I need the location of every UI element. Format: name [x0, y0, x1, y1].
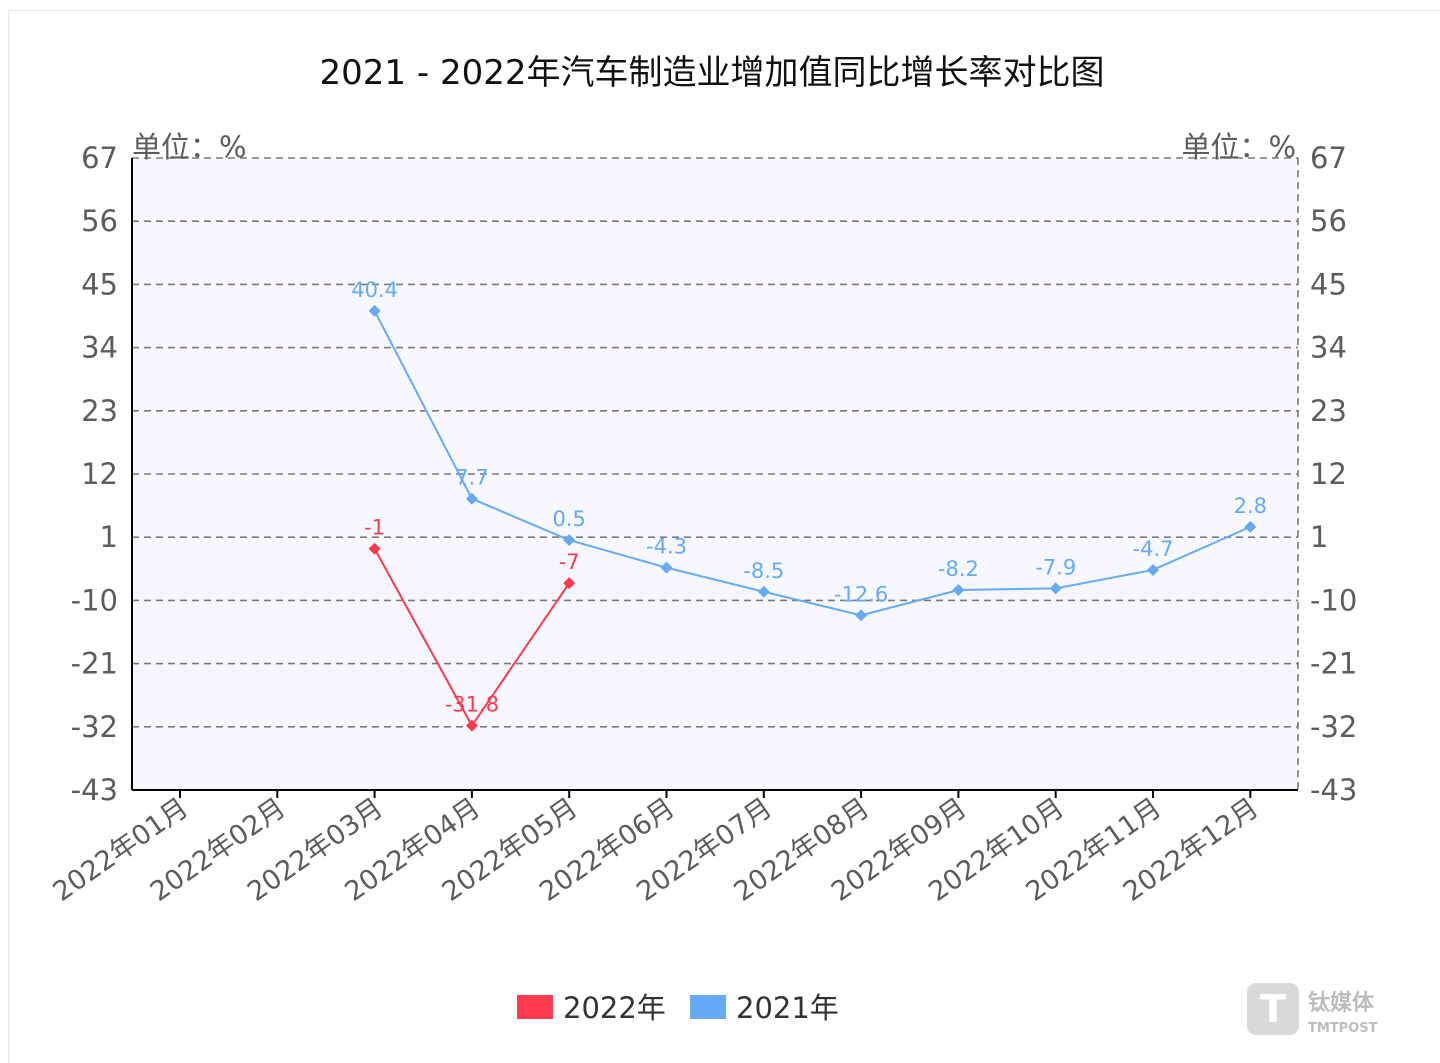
- y-tick-label-left: 23: [81, 394, 118, 428]
- tmtpost-logo-letter: T: [1260, 987, 1286, 1031]
- y-tick-label-right: 12: [1310, 457, 1347, 491]
- y-tick-label-right: -43: [1310, 773, 1357, 807]
- tmtpost-watermark: T 钛媒体 TMTPOST: [1247, 983, 1378, 1036]
- legend-swatch: [517, 995, 553, 1019]
- data-label: 40.4: [351, 278, 398, 302]
- y-tick-label-right: 56: [1310, 204, 1347, 238]
- data-label: -12.6: [834, 582, 888, 606]
- y-tick-label-right: -10: [1310, 583, 1357, 617]
- data-label: -7: [559, 550, 580, 574]
- data-point: [1049, 582, 1062, 595]
- y-tick-label-right: -32: [1310, 710, 1357, 744]
- chart-title: 2021 - 2022年汽车制造业增加值同比增长率对比图: [320, 53, 1105, 93]
- y-tick-label-left: 45: [81, 267, 118, 301]
- y-axis-left-ticks: 67 56 45 34 23 12 1 -10 -21 -32 -43: [71, 141, 118, 807]
- series-lines: -1 -31.8 -7 40.4 7.7 0.5 -4.3 -8.5 -12.6 -8.2 -7.9…: [351, 278, 1267, 732]
- data-label: -8.2: [938, 557, 979, 581]
- data-point: [368, 304, 381, 317]
- data-point: [465, 719, 478, 732]
- data-point: [660, 561, 673, 574]
- y-tick-label-left: -21: [71, 647, 118, 681]
- y-tick-label-left: 56: [81, 204, 118, 238]
- y-tick-label-right: -21: [1310, 647, 1357, 681]
- x-axis-ticks: 2022年01月2022年02月2022年03月2022年04月2022年05月…: [48, 790, 1264, 908]
- y-tick-label-left: 67: [81, 141, 118, 175]
- data-point: [1244, 520, 1257, 533]
- legend-label: 2021年: [736, 991, 839, 1025]
- data-label: -4.7: [1133, 537, 1174, 561]
- y-tick-label-left: 12: [81, 457, 118, 491]
- data-label: -4.3: [646, 535, 687, 559]
- watermark-sub: TMTPOST: [1308, 1021, 1378, 1036]
- data-point: [563, 577, 576, 590]
- data-point: [952, 584, 965, 597]
- legend-swatch: [690, 995, 726, 1019]
- watermark-brand: 钛媒体: [1308, 990, 1375, 1016]
- series-line: [373, 310, 1251, 617]
- data-point: [757, 585, 770, 598]
- y-tick-label-left: 34: [81, 331, 118, 365]
- y-tick-label-right: 1: [1310, 520, 1328, 554]
- data-point: [855, 609, 868, 622]
- y-tick-label-left: 1: [100, 520, 118, 554]
- legend: 2022年 2021年: [517, 991, 839, 1025]
- y-tick-label-left: -10: [71, 583, 118, 617]
- tmtpost-logo-icon: [1247, 983, 1299, 1035]
- data-point: [563, 534, 576, 547]
- data-label: 0.5: [552, 507, 585, 531]
- y-axis-right-ticks: 67 56 45 34 23 12 1 -10 -21 -32 -43: [1310, 141, 1357, 807]
- data-point: [465, 492, 478, 505]
- y-unit-right: 单位：%: [1181, 130, 1296, 164]
- gridlines: [132, 157, 1298, 728]
- data-label: -1: [364, 516, 385, 540]
- y-tick-label-left: -43: [71, 773, 118, 807]
- axes: [131, 158, 1299, 791]
- y-tick-label-right: 45: [1310, 267, 1347, 301]
- data-label: -31.8: [445, 693, 499, 717]
- y-tick-label-left: -32: [71, 710, 118, 744]
- y-tick-label-right: 34: [1310, 331, 1347, 365]
- data-label: 2.8: [1234, 494, 1267, 518]
- data-label: -8.5: [743, 559, 784, 583]
- y-unit-left: 单位：%: [132, 130, 247, 164]
- data-label: -7.9: [1035, 555, 1076, 579]
- data-point: [1147, 563, 1159, 576]
- legend-label: 2022年: [563, 991, 666, 1025]
- data-point: [368, 542, 381, 555]
- y-tick-label-right: 67: [1310, 141, 1347, 175]
- y-tick-label-right: 23: [1310, 394, 1347, 428]
- data-label: 7.7: [455, 466, 488, 490]
- chart-frame: [8, 10, 1440, 1063]
